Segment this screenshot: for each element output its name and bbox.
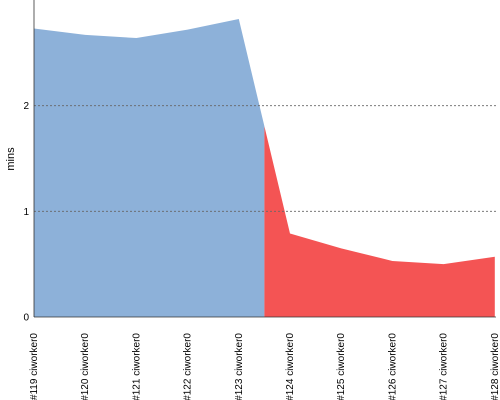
plot-areas	[34, 19, 495, 318]
x-tick-labels: #119 ciworker0 #120 ciworker0 #121 ciworke…	[29, 333, 500, 400]
y-axis-title: mins	[5, 147, 17, 171]
area-segment-0	[34, 19, 265, 318]
x-tick-label: #119 ciworker0	[29, 333, 40, 400]
x-tick-label: #123 ciworker0	[234, 333, 245, 400]
axes	[33, 0, 496, 318]
x-tick-label: #121 ciworker0	[131, 333, 142, 400]
grid-lines	[34, 105, 496, 212]
x-tick-label: #125 ciworker0	[336, 333, 347, 400]
x-tick-label: #124 ciworker0	[285, 333, 296, 400]
x-tick-label: #127 ciworker0	[439, 333, 450, 400]
y-tick-labels: 0 1 2	[23, 101, 29, 323]
x-tick-label: #126 ciworker0	[387, 333, 398, 400]
x-tick-label: #128 ciworker0	[490, 333, 500, 400]
x-tick-label: #120 ciworker0	[80, 333, 91, 400]
y-tick-label: 2	[23, 101, 29, 112]
y-tick-label: 0	[23, 313, 29, 324]
x-tick-label: #122 ciworker0	[183, 333, 194, 400]
area-segment-1	[264, 126, 495, 317]
y-tick-label: 1	[23, 207, 29, 218]
